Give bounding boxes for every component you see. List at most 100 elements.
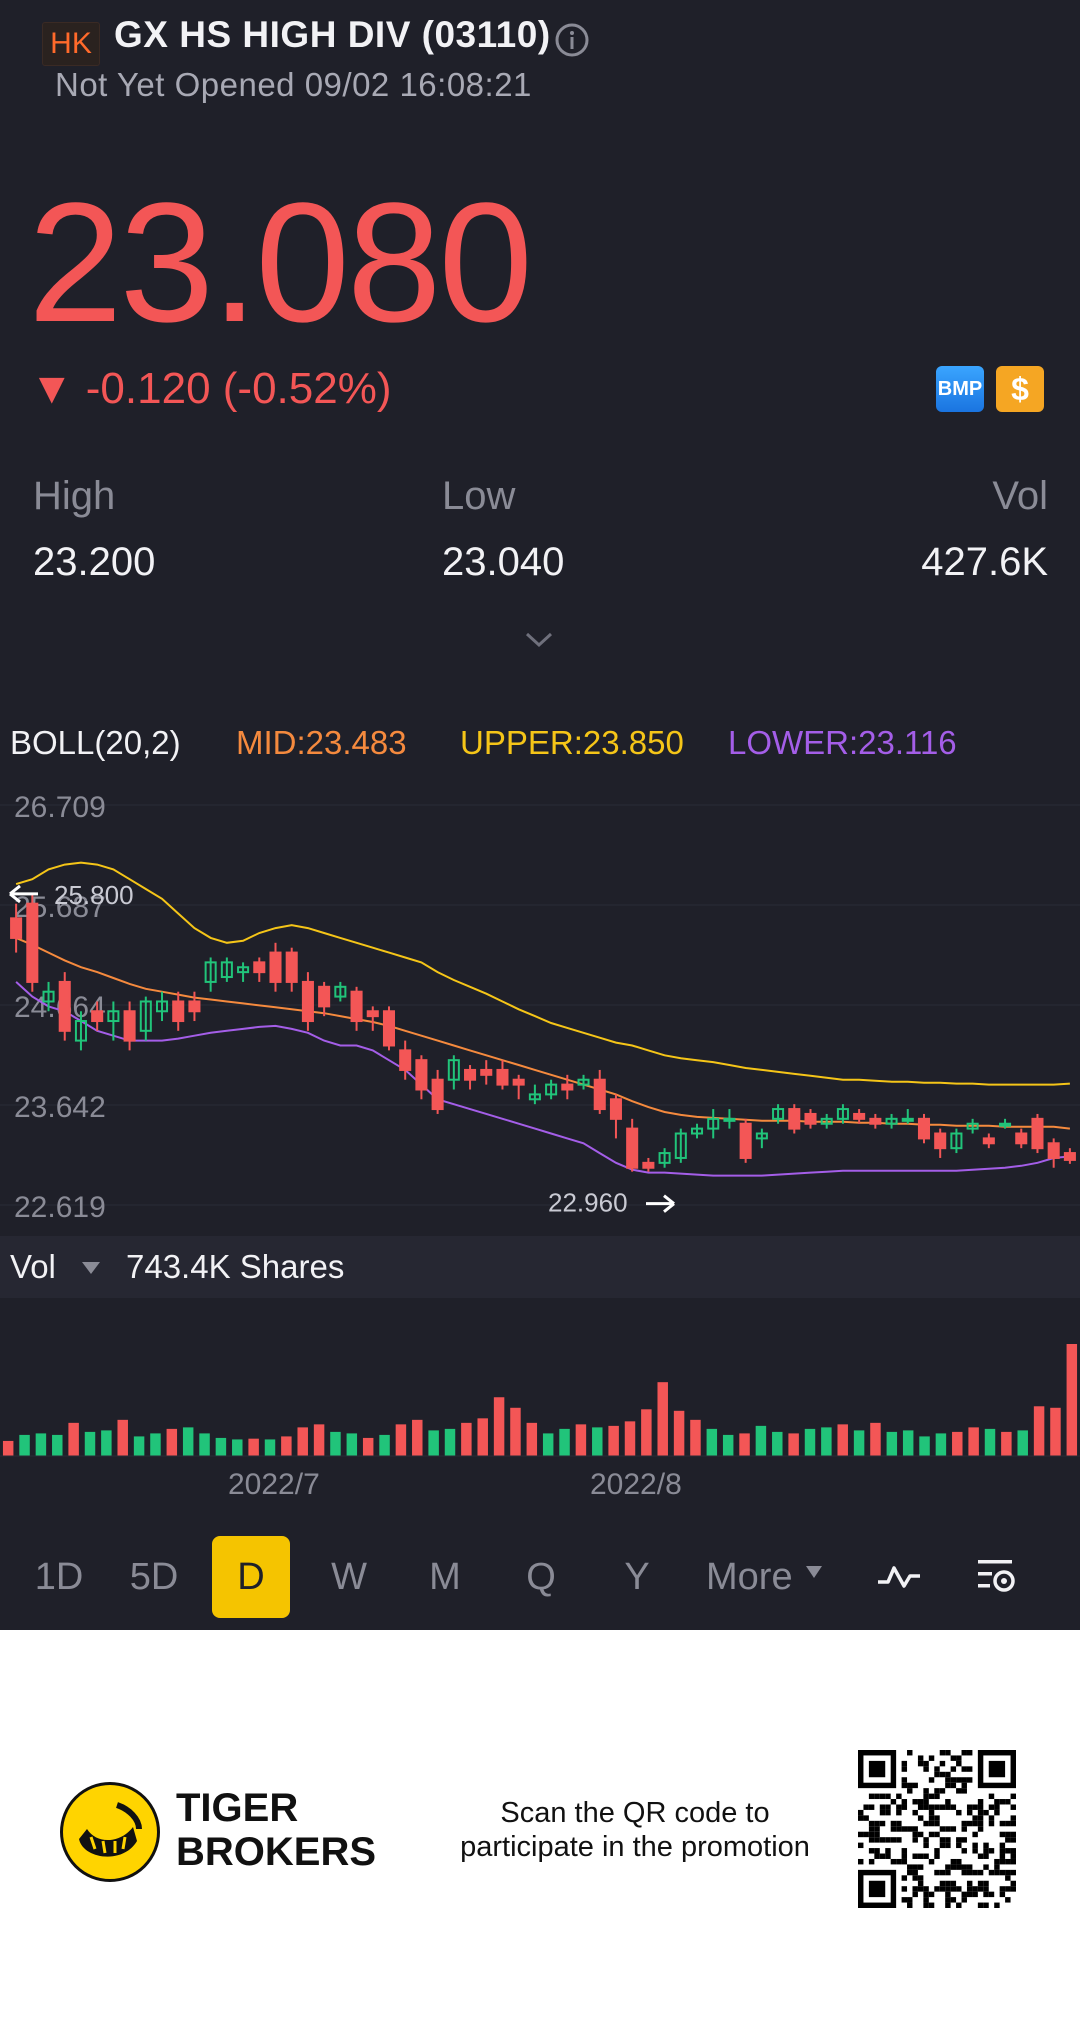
qr-module <box>879 1809 886 1816</box>
volume-bar <box>804 1428 816 1456</box>
qr-module <box>896 1837 902 1843</box>
qr-module <box>956 1788 962 1794</box>
volume-bar <box>232 1439 243 1456</box>
qr-module <box>994 1809 1000 1816</box>
qr-module <box>928 1820 935 1827</box>
qr-module <box>923 1760 929 1767</box>
candle <box>836 1108 849 1120</box>
qr-module <box>983 1886 989 1892</box>
chevron-down-icon[interactable] <box>524 630 554 650</box>
candle <box>496 1068 509 1086</box>
qr-module <box>934 1820 940 1827</box>
qr-module <box>961 1897 967 1903</box>
qr-module <box>923 1804 929 1810</box>
qr-module <box>961 1848 967 1854</box>
volume-chart[interactable]: 2022/7 2022/8 <box>0 1300 1080 1510</box>
tab-q[interactable]: Q <box>526 1556 556 1598</box>
volume-bar <box>657 1382 668 1456</box>
qr-code[interactable] <box>858 1750 1016 1908</box>
tab-d[interactable]: D <box>212 1536 290 1618</box>
candle <box>285 951 298 983</box>
qr-module <box>934 1771 940 1778</box>
qr-module <box>999 1858 1006 1865</box>
qr-module <box>1005 1799 1011 1805</box>
tab-m[interactable]: M <box>429 1556 461 1598</box>
qr-module <box>956 1886 962 1892</box>
candle <box>674 1132 687 1159</box>
qr-module <box>868 1804 875 1810</box>
boll-upper-line <box>15 861 1070 1086</box>
qr-module <box>1005 1858 1011 1865</box>
qr-module <box>1010 1837 1016 1843</box>
info-icon[interactable] <box>554 22 590 58</box>
caret-down-icon[interactable] <box>82 1262 100 1274</box>
qr-module <box>977 1880 984 1887</box>
volume-bar <box>264 1439 276 1456</box>
qr-module <box>890 1820 897 1827</box>
qr-module <box>885 1793 891 1800</box>
qr-module <box>977 1869 984 1876</box>
candlestick-chart[interactable]: 26.70925.68724.66423.64222.61925.80022.9… <box>0 775 1080 1235</box>
volume-bar <box>493 1397 505 1456</box>
tiger-logo <box>60 1782 160 1882</box>
volume-bar <box>853 1430 865 1456</box>
volume-label[interactable]: Vol <box>10 1248 56 1285</box>
volume-bar <box>362 1437 374 1456</box>
qr-module <box>928 1891 935 1898</box>
qr-module <box>874 1837 880 1843</box>
volume-bar <box>1001 1431 1012 1456</box>
chart-settings-icon[interactable] <box>974 1552 1020 1598</box>
qr-module <box>912 1809 918 1816</box>
volume-bar <box>526 1422 538 1456</box>
candle <box>869 1117 882 1125</box>
qr-module <box>912 1869 918 1876</box>
qr-module <box>977 1853 984 1859</box>
qr-module <box>950 1826 957 1832</box>
volume-bar <box>1050 1407 1061 1456</box>
qr-module <box>945 1891 951 1898</box>
qr-module <box>966 1804 973 1810</box>
candle <box>982 1137 995 1145</box>
candle <box>1031 1117 1044 1150</box>
candle <box>399 1049 412 1071</box>
qr-finder-core <box>988 1760 1006 1778</box>
qr-module <box>1010 1886 1016 1892</box>
bmp-badge[interactable]: BMP <box>936 366 984 412</box>
volume-bar <box>592 1427 603 1456</box>
qr-module <box>988 1815 995 1821</box>
volume-bar <box>968 1427 979 1456</box>
qr-module <box>956 1777 962 1783</box>
qr-module <box>945 1782 951 1789</box>
qr-module <box>945 1771 951 1778</box>
qr-module <box>879 1804 886 1810</box>
tab-5d[interactable]: 5D <box>129 1556 179 1598</box>
volume-bar <box>559 1428 570 1456</box>
qr-module <box>896 1826 902 1832</box>
high-marker-label: 25.800 <box>54 880 134 910</box>
dollar-icon[interactable]: $ <box>996 366 1044 412</box>
qr-module <box>950 1897 957 1903</box>
qr-module <box>988 1820 995 1827</box>
tab-1d[interactable]: 1D <box>34 1556 84 1598</box>
y-tick-label: 23.642 <box>14 1091 106 1124</box>
qr-module <box>896 1793 902 1800</box>
caret-down-icon[interactable] <box>806 1566 822 1578</box>
qr-module <box>1005 1897 1011 1903</box>
indicator-icon[interactable] <box>876 1556 922 1596</box>
qr-module <box>901 1886 908 1892</box>
x-tick-label: 2022/7 <box>228 1468 320 1501</box>
volume-bar <box>772 1431 783 1456</box>
qr-finder-core <box>868 1760 886 1778</box>
candle <box>188 1000 201 1013</box>
volume-bar <box>575 1424 587 1456</box>
indicator-name[interactable]: BOLL(20,2) <box>10 724 181 761</box>
qr-module <box>961 1864 967 1870</box>
volume-bar <box>84 1431 96 1456</box>
tab-y[interactable]: Y <box>624 1556 650 1598</box>
qr-module <box>896 1804 902 1810</box>
candle <box>91 1010 104 1023</box>
qr-module <box>934 1815 940 1821</box>
qr-module <box>874 1826 880 1832</box>
tab-w[interactable]: W <box>331 1556 367 1598</box>
tab-more[interactable]: More <box>706 1556 793 1598</box>
